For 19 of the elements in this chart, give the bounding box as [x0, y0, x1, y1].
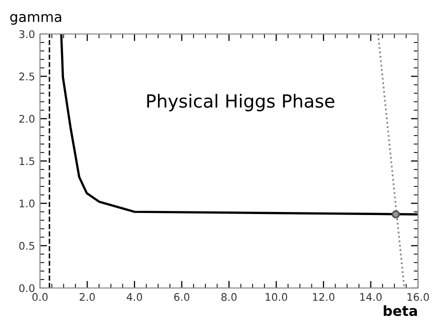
y-tick-label: 1.0	[20, 200, 34, 208]
y-axis-title: gamma	[10, 14, 62, 25]
y-tick-label: 0.5	[19, 242, 34, 250]
y-tick-label: 0.0	[19, 284, 34, 292]
y-tick-label: 2.0	[19, 114, 34, 123]
x-tick-label: 6.0	[174, 293, 190, 301]
x-axis-title: beta	[384, 305, 417, 316]
annotation: Physical Higgs Phase	[147, 94, 334, 112]
y-tick-label: 2.5	[19, 72, 34, 80]
x-tick-label: 4.0	[126, 293, 142, 301]
y-tick-label: 1.5	[20, 157, 34, 166]
x-tick-label: 10.0	[266, 293, 288, 301]
x-tick-label: 14.0	[360, 293, 382, 301]
x-tick-label: 0.0	[32, 293, 48, 301]
x-tick-label: 2.0	[80, 293, 95, 301]
x-tick-label: 16.0	[408, 293, 429, 301]
x-tick-label: 8.0	[221, 293, 237, 301]
x-tick-label: 12.0	[313, 293, 334, 301]
y-tick-label: 3.0	[19, 30, 34, 38]
